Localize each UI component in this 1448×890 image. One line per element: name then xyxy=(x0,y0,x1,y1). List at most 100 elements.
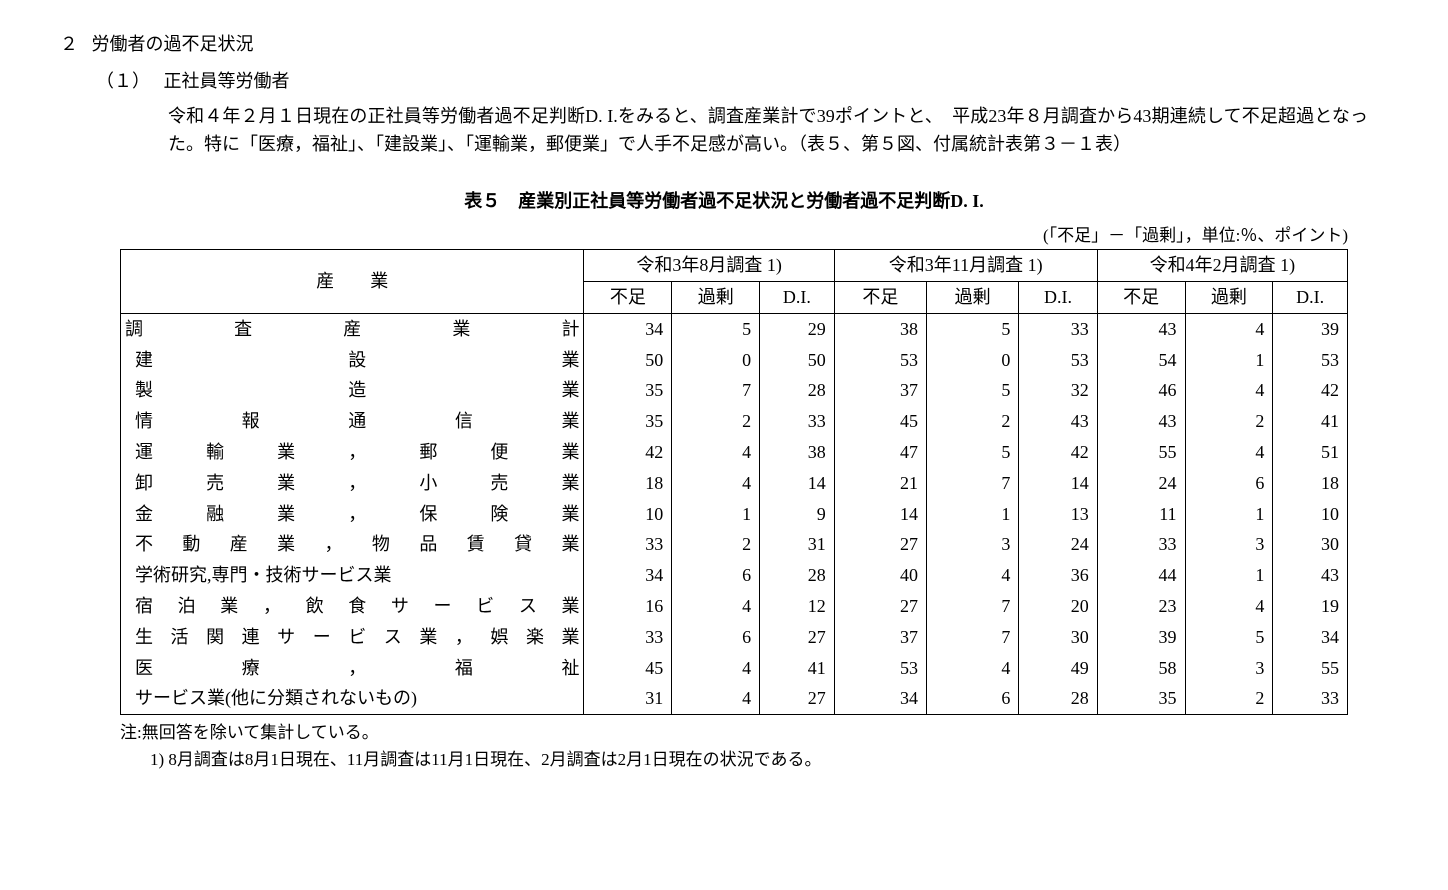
value-cell: 9 xyxy=(760,499,835,530)
value-cell: 5 xyxy=(1185,622,1273,653)
col-survey-1: 令和3年11月調査 1) xyxy=(834,250,1097,282)
value-cell: 34 xyxy=(584,313,672,344)
value-cell: 18 xyxy=(584,468,672,499)
value-cell: 46 xyxy=(1097,375,1185,406)
value-cell: 5 xyxy=(927,437,1019,468)
table-row: 宿泊業，飲食サービス業164122772023419 xyxy=(121,591,1348,622)
value-cell: 4 xyxy=(927,653,1019,684)
industry-cell: 調査産業計 xyxy=(121,313,584,344)
value-cell: 4 xyxy=(1185,437,1273,468)
value-cell: 39 xyxy=(1273,313,1348,344)
value-cell: 13 xyxy=(1019,499,1097,530)
value-cell: 10 xyxy=(1273,499,1348,530)
table-row: 情報通信業352334524343241 xyxy=(121,406,1348,437)
industry-cell: 製造業 xyxy=(121,375,584,406)
value-cell: 1 xyxy=(1185,345,1273,376)
industry-cell: 金融業，保険業 xyxy=(121,499,584,530)
value-cell: 14 xyxy=(1019,468,1097,499)
value-cell: 58 xyxy=(1097,653,1185,684)
subcol: 不足 xyxy=(584,281,672,313)
value-cell: 1 xyxy=(927,499,1019,530)
value-cell: 41 xyxy=(760,653,835,684)
value-cell: 33 xyxy=(1019,313,1097,344)
value-cell: 33 xyxy=(584,622,672,653)
value-cell: 23 xyxy=(1097,591,1185,622)
value-cell: 45 xyxy=(584,653,672,684)
subsection-title: 正社員等労働者 xyxy=(164,71,290,91)
subcol: 過剰 xyxy=(1185,281,1273,313)
value-cell: 7 xyxy=(927,591,1019,622)
value-cell: 54 xyxy=(1097,345,1185,376)
value-cell: 41 xyxy=(1273,406,1348,437)
value-cell: 37 xyxy=(834,375,926,406)
section-title: 労働者の過不足状況 xyxy=(92,34,254,54)
industry-cell: 運輸業，郵便業 xyxy=(121,437,584,468)
data-table: 産業 令和3年8月調査 1) 令和3年11月調査 1) 令和4年2月調査 1) … xyxy=(120,249,1348,715)
value-cell: 27 xyxy=(760,622,835,653)
table-footnote-2: 1) 8月調査は8月1日現在、11月調査は11月1日現在、2月調査は2月1日現在… xyxy=(150,746,1388,773)
table-row: サービス業(他に分類されないもの)314273462835233 xyxy=(121,683,1348,714)
value-cell: 31 xyxy=(760,529,835,560)
industry-cell: 不動産業，物品賃貸業 xyxy=(121,529,584,560)
value-cell: 3 xyxy=(927,529,1019,560)
subcol: 過剰 xyxy=(672,281,760,313)
value-cell: 7 xyxy=(927,622,1019,653)
value-cell: 14 xyxy=(834,499,926,530)
value-cell: 42 xyxy=(584,437,672,468)
value-cell: 42 xyxy=(1019,437,1097,468)
value-cell: 2 xyxy=(1185,406,1273,437)
value-cell: 1 xyxy=(1185,560,1273,591)
value-cell: 43 xyxy=(1097,406,1185,437)
subcol: D.I. xyxy=(1273,281,1348,313)
subcol: 過剰 xyxy=(927,281,1019,313)
value-cell: 27 xyxy=(834,529,926,560)
industry-cell: 卸売業，小売業 xyxy=(121,468,584,499)
table-row: 学術研究,専門・技術サービス業346284043644143 xyxy=(121,560,1348,591)
value-cell: 2 xyxy=(927,406,1019,437)
subcol: D.I. xyxy=(1019,281,1097,313)
value-cell: 6 xyxy=(672,622,760,653)
industry-cell: 情報通信業 xyxy=(121,406,584,437)
value-cell: 33 xyxy=(1273,683,1348,714)
section-number: ２ xyxy=(60,34,78,54)
value-cell: 38 xyxy=(760,437,835,468)
value-cell: 4 xyxy=(672,437,760,468)
table-caption: 表５ 産業別正社員等労働者過不足状況と労働者過不足判断D. I. xyxy=(60,187,1388,216)
value-cell: 43 xyxy=(1097,313,1185,344)
subsection-heading: （１） 正社員等労働者 xyxy=(96,67,1388,96)
value-cell: 0 xyxy=(927,345,1019,376)
col-survey-0: 令和3年8月調査 1) xyxy=(584,250,834,282)
value-cell: 14 xyxy=(760,468,835,499)
col-industry: 産業 xyxy=(121,250,584,314)
value-cell: 53 xyxy=(1019,345,1097,376)
value-cell: 20 xyxy=(1019,591,1097,622)
value-cell: 3 xyxy=(1185,653,1273,684)
value-cell: 28 xyxy=(760,560,835,591)
table-head: 産業 令和3年8月調査 1) 令和3年11月調査 1) 令和4年2月調査 1) … xyxy=(121,250,1348,314)
body-text: 令和４年２月１日現在の正社員等労働者過不足判断D. I.をみると、調査産業計で3… xyxy=(168,102,1368,160)
value-cell: 2 xyxy=(672,406,760,437)
value-cell: 35 xyxy=(584,375,672,406)
value-cell: 44 xyxy=(1097,560,1185,591)
value-cell: 4 xyxy=(1185,313,1273,344)
value-cell: 4 xyxy=(927,560,1019,591)
value-cell: 34 xyxy=(1273,622,1348,653)
value-cell: 6 xyxy=(672,560,760,591)
value-cell: 33 xyxy=(584,529,672,560)
value-cell: 30 xyxy=(1273,529,1348,560)
value-cell: 18 xyxy=(1273,468,1348,499)
value-cell: 49 xyxy=(1019,653,1097,684)
value-cell: 28 xyxy=(760,375,835,406)
value-cell: 35 xyxy=(584,406,672,437)
value-cell: 55 xyxy=(1273,653,1348,684)
value-cell: 50 xyxy=(584,345,672,376)
value-cell: 47 xyxy=(834,437,926,468)
value-cell: 12 xyxy=(760,591,835,622)
value-cell: 42 xyxy=(1273,375,1348,406)
value-cell: 2 xyxy=(1185,683,1273,714)
value-cell: 34 xyxy=(834,683,926,714)
subcol: D.I. xyxy=(760,281,835,313)
value-cell: 53 xyxy=(834,653,926,684)
value-cell: 24 xyxy=(1097,468,1185,499)
value-cell: 4 xyxy=(1185,375,1273,406)
